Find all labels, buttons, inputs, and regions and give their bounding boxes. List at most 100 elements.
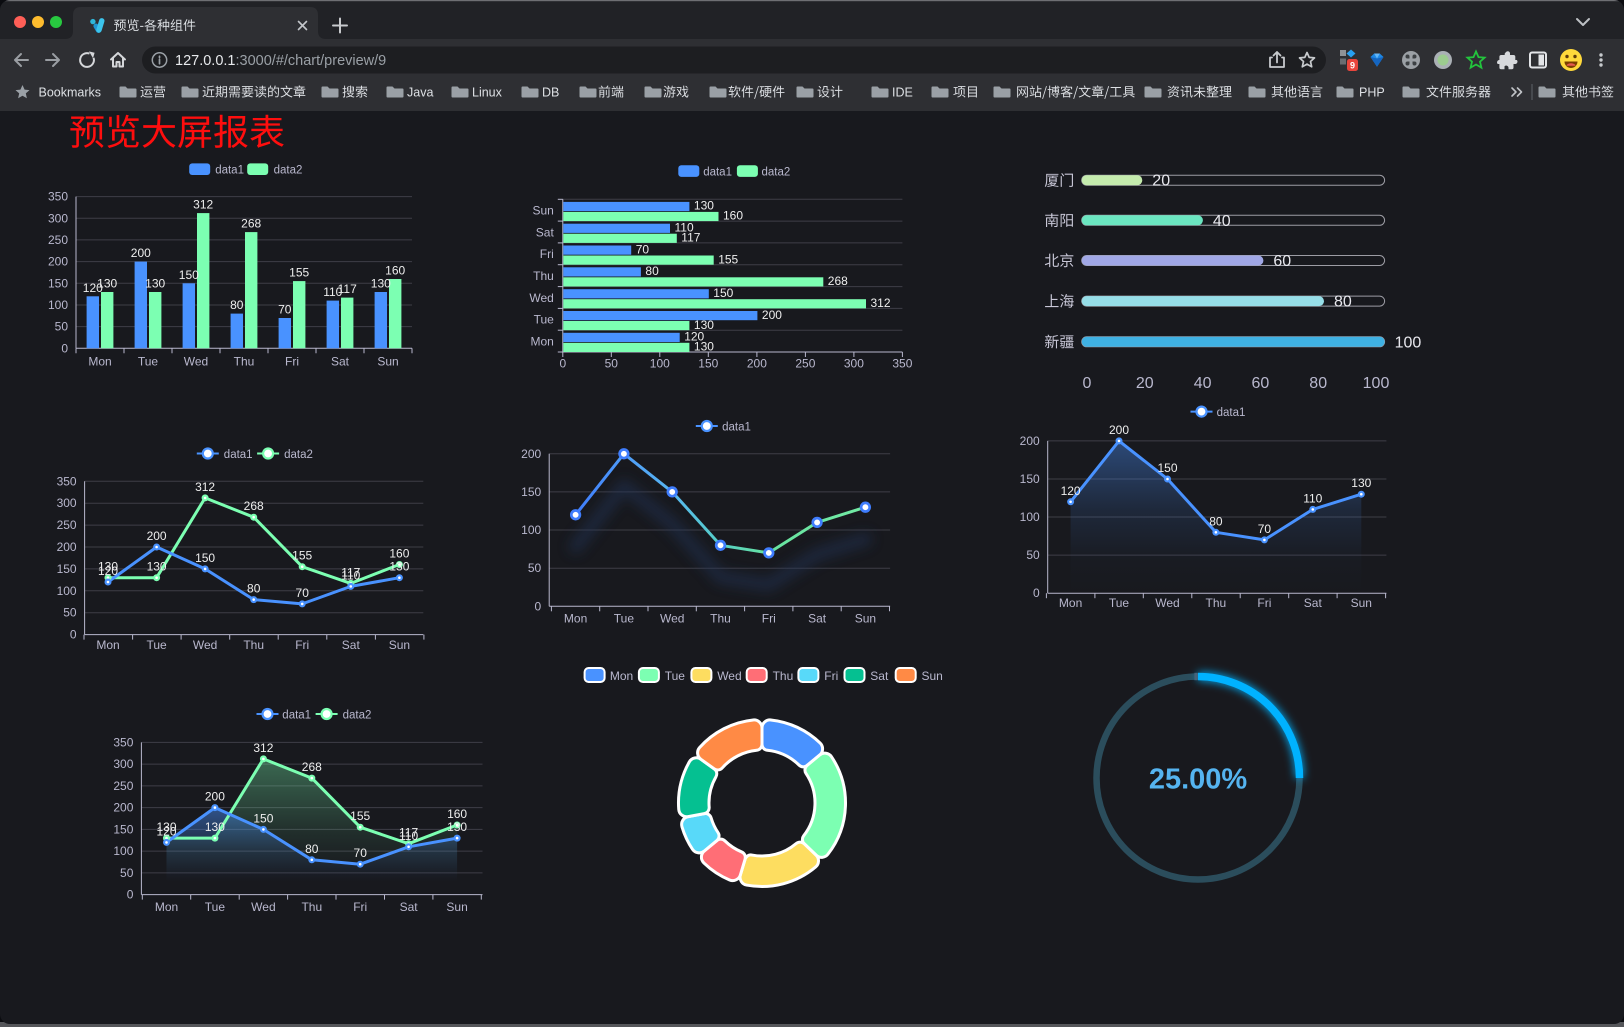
svg-text:Thu: Thu <box>533 269 554 283</box>
svg-text:160: 160 <box>723 209 743 223</box>
svg-text:Sat: Sat <box>870 669 889 683</box>
svg-text:Fri: Fri <box>824 669 838 683</box>
svg-text:50: 50 <box>528 561 542 575</box>
svg-text:IDE: IDE <box>892 86 913 100</box>
svg-text:150: 150 <box>195 551 215 565</box>
svg-text:0: 0 <box>70 628 77 642</box>
svg-text:350: 350 <box>113 735 133 749</box>
svg-text:Thu: Thu <box>710 612 731 626</box>
svg-text::3000/#/chart/preview/9: :3000/#/chart/preview/9 <box>236 53 387 69</box>
svg-text:350: 350 <box>48 190 68 204</box>
svg-text:80: 80 <box>247 582 261 596</box>
svg-text:130: 130 <box>371 277 391 291</box>
svg-text:Sun: Sun <box>532 204 553 218</box>
svg-text:40: 40 <box>1213 213 1231 230</box>
svg-text:Thu: Thu <box>234 355 255 369</box>
svg-text:Mon: Mon <box>530 334 553 348</box>
svg-text:Java: Java <box>407 86 433 100</box>
svg-text:Wed: Wed <box>1155 596 1179 610</box>
svg-text:Tue: Tue <box>665 669 686 683</box>
svg-text:data2: data2 <box>284 449 313 461</box>
svg-text:Sun: Sun <box>922 669 943 683</box>
svg-text:Sun: Sun <box>377 355 398 369</box>
svg-text:50: 50 <box>63 606 77 620</box>
svg-text:Wed: Wed <box>660 612 684 626</box>
svg-text:Sun: Sun <box>389 638 410 652</box>
svg-text:Fri: Fri <box>285 355 299 369</box>
svg-text:100: 100 <box>1395 334 1422 351</box>
svg-text:200: 200 <box>48 255 68 269</box>
svg-text:data1: data1 <box>224 449 253 461</box>
svg-text:110: 110 <box>399 829 418 843</box>
svg-text:100: 100 <box>521 523 541 537</box>
svg-text:Tue: Tue <box>138 355 159 369</box>
svg-text:130: 130 <box>694 199 714 213</box>
svg-text:250: 250 <box>57 518 77 532</box>
svg-text:Sat: Sat <box>808 612 827 626</box>
svg-text:Fri: Fri <box>353 900 367 914</box>
svg-text:200: 200 <box>131 246 151 260</box>
svg-text:data1: data1 <box>722 421 751 433</box>
svg-text:Fri: Fri <box>762 612 776 626</box>
svg-text:150: 150 <box>1020 472 1040 486</box>
svg-text:110: 110 <box>1303 491 1322 505</box>
svg-text:200: 200 <box>1109 423 1129 437</box>
svg-text:Thu: Thu <box>243 638 264 652</box>
svg-text:50: 50 <box>1026 548 1040 562</box>
svg-text:117: 117 <box>341 565 360 579</box>
svg-text:155: 155 <box>718 252 738 266</box>
svg-text:130: 130 <box>205 820 225 834</box>
svg-text:0: 0 <box>1033 586 1040 600</box>
svg-text:250: 250 <box>48 233 68 247</box>
svg-text:110: 110 <box>323 285 342 299</box>
svg-text:312: 312 <box>193 198 213 212</box>
svg-text:Tue: Tue <box>534 313 555 327</box>
svg-text:117: 117 <box>399 826 418 840</box>
svg-text:155: 155 <box>292 549 312 563</box>
svg-text:DB: DB <box>542 86 559 100</box>
svg-text:350: 350 <box>57 474 77 488</box>
svg-text:Mon: Mon <box>155 900 178 914</box>
svg-text:50: 50 <box>605 357 619 371</box>
svg-text:150: 150 <box>521 485 541 499</box>
svg-text:data2: data2 <box>343 709 372 721</box>
svg-text:312: 312 <box>253 741 273 755</box>
svg-text:Wed: Wed <box>251 900 275 914</box>
svg-text:20: 20 <box>1152 173 1170 190</box>
svg-text:Mon: Mon <box>564 612 587 626</box>
svg-text:268: 268 <box>828 274 848 288</box>
svg-text:50: 50 <box>120 866 134 880</box>
svg-text:150: 150 <box>179 268 199 282</box>
svg-text:100: 100 <box>1363 375 1390 392</box>
svg-text:155: 155 <box>289 266 309 280</box>
svg-text:60: 60 <box>1252 375 1270 392</box>
svg-text:Linux: Linux <box>472 86 503 100</box>
svg-text:200: 200 <box>1020 434 1040 448</box>
svg-text:data2: data2 <box>274 165 303 177</box>
svg-text:110: 110 <box>341 568 360 582</box>
svg-text:data2: data2 <box>762 166 791 178</box>
svg-text:117: 117 <box>681 231 700 245</box>
svg-text:20: 20 <box>1136 375 1154 392</box>
svg-text:200: 200 <box>57 540 77 554</box>
svg-text:150: 150 <box>48 276 68 290</box>
svg-text:Bookmarks: Bookmarks <box>39 86 102 100</box>
svg-text:300: 300 <box>48 211 68 225</box>
svg-text:268: 268 <box>302 760 322 774</box>
svg-text:80: 80 <box>1209 514 1223 528</box>
svg-text:70: 70 <box>278 303 292 317</box>
svg-text:data1: data1 <box>703 166 732 178</box>
svg-text:data1: data1 <box>215 165 244 177</box>
svg-text:300: 300 <box>57 496 77 510</box>
svg-text:100: 100 <box>113 844 133 858</box>
svg-text:150: 150 <box>57 562 77 576</box>
svg-text:100: 100 <box>650 357 670 371</box>
svg-text:130: 130 <box>156 820 176 834</box>
svg-text:Mon: Mon <box>88 355 111 369</box>
svg-text:100: 100 <box>1020 510 1040 524</box>
svg-text:0: 0 <box>61 341 68 355</box>
svg-text:127.0.0.1: 127.0.0.1 <box>175 53 235 69</box>
svg-text:Wed: Wed <box>717 669 741 683</box>
svg-text:200: 200 <box>762 308 782 322</box>
svg-text:200: 200 <box>113 801 133 815</box>
